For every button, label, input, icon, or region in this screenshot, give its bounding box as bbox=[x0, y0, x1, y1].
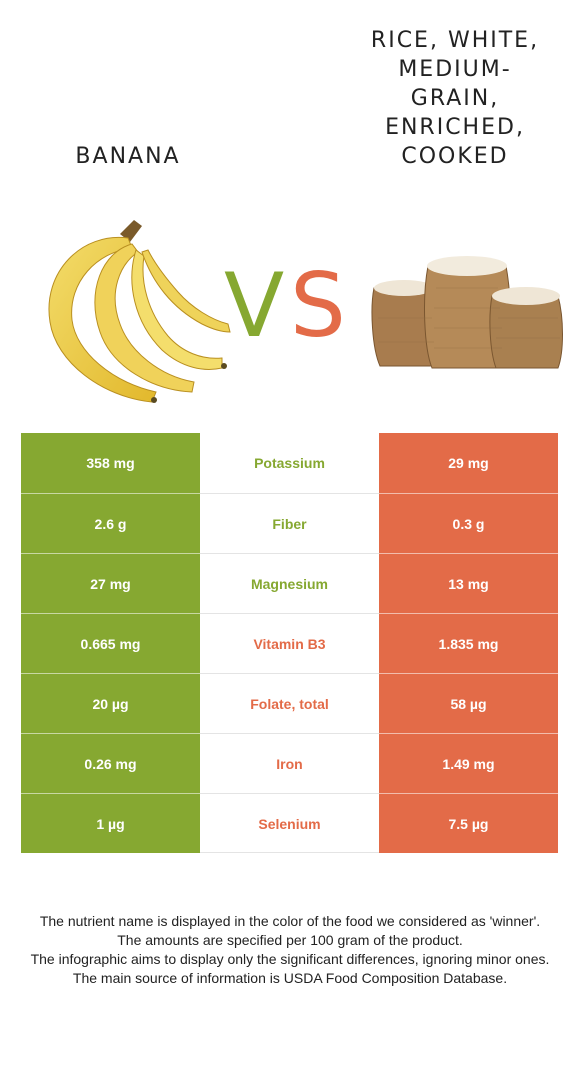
right-value-cell: 0.3 g bbox=[379, 493, 558, 553]
nutrient-name-cell: Magnesium bbox=[200, 553, 379, 613]
right-value-cell: 29 mg bbox=[379, 433, 558, 493]
table-row: 2.6 g Fiber 0.3 g bbox=[21, 493, 558, 553]
rice-sacks-image bbox=[371, 256, 563, 369]
nutrient-name-cell: Potassium bbox=[200, 433, 379, 493]
footer-notes: The nutrient name is displayed in the co… bbox=[18, 912, 562, 988]
vs-letter-s: S bbox=[290, 254, 346, 357]
footer-note: The amounts are specified per 100 gram o… bbox=[117, 932, 463, 948]
footer-note: The infographic aims to display only the… bbox=[30, 951, 550, 967]
right-value-cell: 1.835 mg bbox=[379, 613, 558, 673]
right-value-cell: 13 mg bbox=[379, 553, 558, 613]
left-value-cell: 358 mg bbox=[21, 433, 200, 493]
nutrient-name-cell: Folate, total bbox=[200, 673, 379, 733]
left-value-cell: 2.6 g bbox=[21, 493, 200, 553]
table-row: 0.665 mg Vitamin B3 1.835 mg bbox=[21, 613, 558, 673]
right-value-cell: 1.49 mg bbox=[379, 733, 558, 793]
left-value-cell: 0.26 mg bbox=[21, 733, 200, 793]
nutrient-name-cell: Fiber bbox=[200, 493, 379, 553]
right-food-title: Rice, white, medium-grain, enriched, coo… bbox=[370, 28, 540, 169]
nutrient-name-cell: Selenium bbox=[200, 793, 379, 853]
nutrient-name-cell: Iron bbox=[200, 733, 379, 793]
left-value-cell: 27 mg bbox=[21, 553, 200, 613]
right-value-cell: 58 µg bbox=[379, 673, 558, 733]
left-food-title: Banana bbox=[75, 144, 181, 169]
table-row: 20 µg Folate, total 58 µg bbox=[21, 673, 558, 733]
nutrient-comparison-table: 358 mg Potassium 29 mg 2.6 g Fiber 0.3 g 27 mg… bbox=[21, 433, 558, 853]
table-row: 358 mg Potassium 29 mg bbox=[21, 433, 558, 493]
vs-letter-v: V bbox=[224, 254, 285, 357]
right-value-cell: 7.5 µg bbox=[379, 793, 558, 853]
table-row: 0.26 mg Iron 1.49 mg bbox=[21, 733, 558, 793]
left-value-cell: 20 µg bbox=[21, 673, 200, 733]
footer-note: The main source of information is USDA F… bbox=[72, 970, 508, 986]
table-row: 27 mg Magnesium 13 mg bbox=[21, 553, 558, 613]
left-value-cell: 1 µg bbox=[21, 793, 200, 853]
left-value-cell: 0.665 mg bbox=[21, 613, 200, 673]
banana-image bbox=[48, 220, 231, 403]
table-row: 1 µg Selenium 7.5 µg bbox=[21, 793, 558, 853]
footer-note: The nutrient name is displayed in the co… bbox=[39, 913, 541, 929]
nutrient-name-cell: Vitamin B3 bbox=[200, 613, 379, 673]
